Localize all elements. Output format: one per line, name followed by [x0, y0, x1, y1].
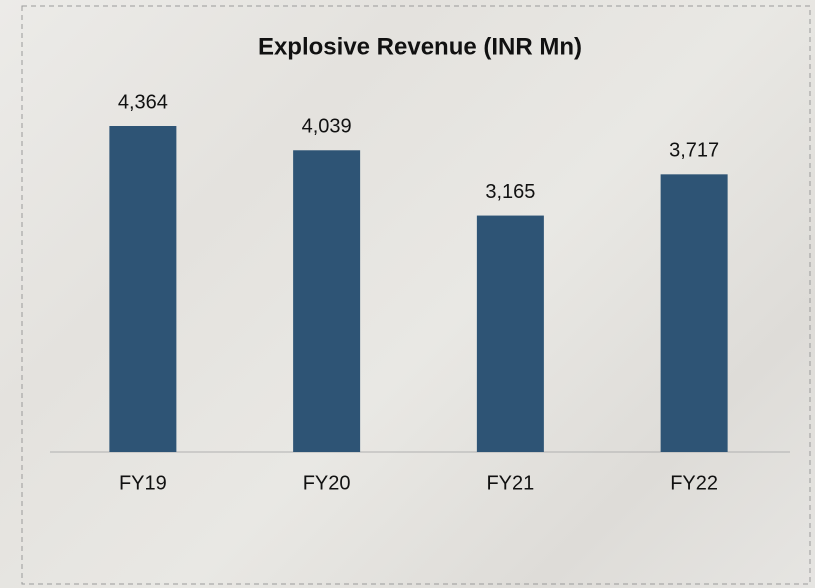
value-label: 4,364: [118, 91, 168, 113]
bar: [293, 150, 361, 452]
value-label: 3,717: [669, 140, 719, 162]
chart-title: Explosive Revenue (INR Mn): [258, 33, 582, 60]
x-tick-label: FY19: [119, 472, 167, 494]
x-tick-label: FY20: [303, 472, 351, 494]
bar: [476, 215, 544, 452]
x-tick-label: FY22: [670, 472, 718, 494]
bar: [660, 174, 728, 452]
bar: [109, 126, 177, 452]
value-label: 3,165: [485, 181, 535, 203]
panel-border: [21, 5, 811, 585]
value-label: 4,039: [302, 116, 352, 138]
x-tick-label: FY21: [486, 472, 534, 494]
